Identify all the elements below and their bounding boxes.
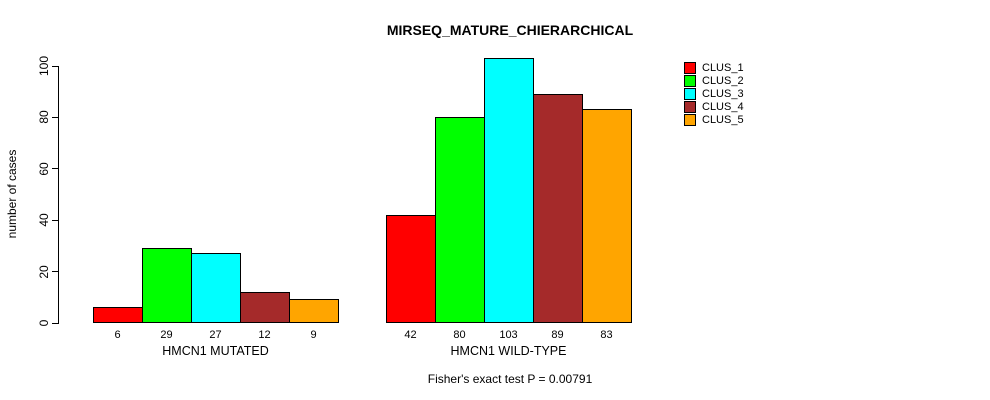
bar-value-label: 83 xyxy=(600,329,613,341)
y-axis-line xyxy=(58,65,59,324)
legend-swatch-clus_5 xyxy=(684,114,696,127)
legend-item-clus_1: CLUS_1 xyxy=(684,61,744,74)
bar-clus_4-group2 xyxy=(533,93,583,324)
legend-label: CLUS_4 xyxy=(702,101,744,114)
bar-clus_3-group2 xyxy=(484,57,534,324)
y-axis-tick-label: 100 xyxy=(37,55,51,77)
y-axis-tick-label: 40 xyxy=(37,213,51,227)
legend-label: CLUS_1 xyxy=(702,61,744,74)
bar-clus_1-group2 xyxy=(386,214,436,324)
y-axis-label: number of cases xyxy=(5,149,19,239)
legend-item-clus_5: CLUS_5 xyxy=(684,114,744,127)
y-axis-tick-label: 80 xyxy=(37,110,51,125)
bar-clus_5-group1 xyxy=(289,299,339,324)
bar-clus_1-group1 xyxy=(93,307,143,324)
legend-item-clus_2: CLUS_2 xyxy=(684,74,744,87)
bar-clus_2-group1 xyxy=(142,247,192,324)
bar-value-label: 27 xyxy=(209,329,222,341)
bar-value-label: 89 xyxy=(551,329,564,341)
y-axis-tick-label: 20 xyxy=(37,264,51,279)
fisher-test-caption: Fisher's exact test P = 0.00791 xyxy=(427,372,593,386)
legend-swatch-clus_1 xyxy=(684,61,696,74)
y-axis-tick xyxy=(52,322,58,324)
bar-value-label: 80 xyxy=(453,329,466,341)
group-label: HMCN1 MUTATED xyxy=(162,344,269,358)
bar-clus_2-group2 xyxy=(435,116,485,324)
group-label: HMCN1 WILD-TYPE xyxy=(450,344,567,358)
y-axis-tick-label: 60 xyxy=(37,162,51,176)
legend-label: CLUS_2 xyxy=(702,74,744,87)
y-axis-tick xyxy=(52,271,58,273)
bar-value-label: 103 xyxy=(499,329,518,341)
legend-label: CLUS_5 xyxy=(702,114,744,127)
y-axis-tick xyxy=(52,219,58,221)
legend-item-clus_4: CLUS_4 xyxy=(684,101,744,114)
bar-clus_3-group1 xyxy=(191,253,241,324)
bar-value-label: 42 xyxy=(404,329,417,341)
y-axis-tick-label: 0 xyxy=(37,319,51,327)
bar-value-label: 6 xyxy=(114,329,121,341)
legend-swatch-clus_3 xyxy=(684,87,696,100)
legend-swatch-clus_2 xyxy=(684,74,696,87)
bar-clus_4-group1 xyxy=(240,291,290,324)
y-axis-tick xyxy=(52,116,58,118)
legend-item-clus_3: CLUS_3 xyxy=(684,87,744,100)
bar-value-label: 29 xyxy=(160,329,173,341)
bar-value-label: 12 xyxy=(258,329,271,341)
chart-title: MIRSEQ_MATURE_CHIERARCHICAL xyxy=(386,22,634,38)
bar-clus_5-group2 xyxy=(582,109,632,324)
bar-value-label: 9 xyxy=(310,329,317,341)
y-axis-tick xyxy=(52,168,58,170)
legend-swatch-clus_4 xyxy=(684,101,696,114)
legend-label: CLUS_3 xyxy=(702,87,744,100)
y-axis-tick xyxy=(52,65,58,67)
legend: CLUS_1 CLUS_2 CLUS_3 CLUS_4 CLUS_5 xyxy=(684,61,744,127)
